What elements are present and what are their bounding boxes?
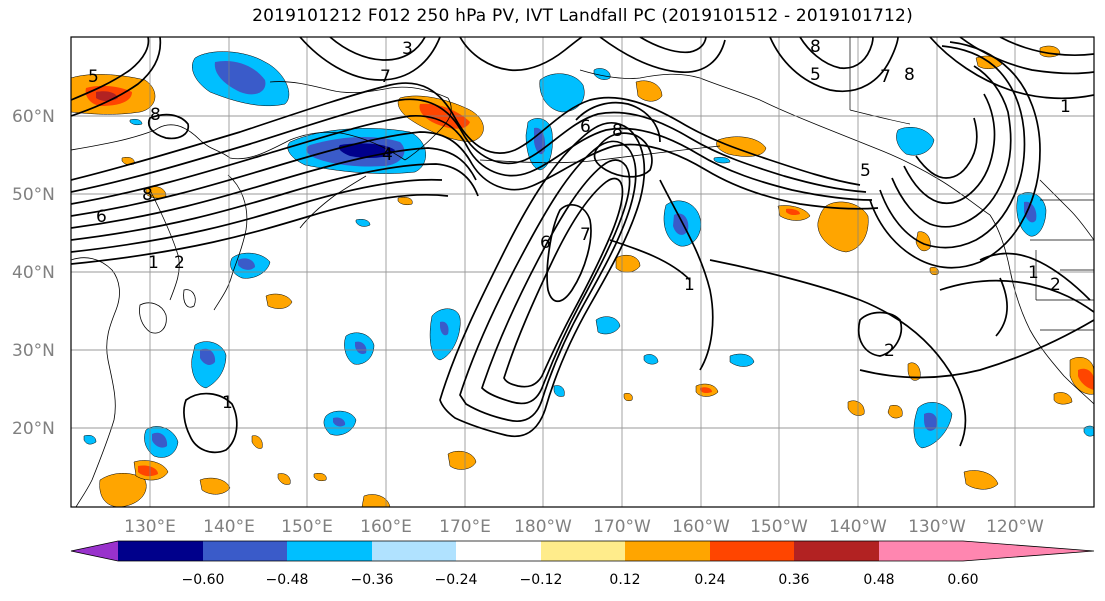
- contour-label: 8: [150, 105, 161, 125]
- colorbar-tick-label: −0.48: [266, 572, 309, 588]
- positive-anomaly-shading: [71, 45, 1094, 507]
- colorbar-segment: [203, 541, 287, 561]
- lat-label: 60°N: [12, 107, 55, 127]
- lon-label: 130°W: [908, 517, 966, 537]
- colorbar-tick-label: 0.48: [863, 572, 894, 588]
- lat-label: 50°N: [12, 185, 55, 205]
- coastlines: [71, 69, 1094, 507]
- lon-label: 150°E: [281, 517, 333, 537]
- lon-label: 160°W: [672, 517, 730, 537]
- colorbar-left-extension: [71, 541, 118, 561]
- colorbar-tick-label: 0.24: [694, 572, 725, 588]
- contour-label: 7: [580, 225, 591, 245]
- contour-label: 1: [148, 253, 159, 273]
- contour-label: 5: [88, 67, 99, 87]
- colorbar-tick-label: −0.60: [182, 572, 225, 588]
- contour-label: 8: [810, 37, 821, 57]
- contour-label: 6: [540, 233, 551, 253]
- pv-contours: [71, 37, 1094, 454]
- colorbar-tick-label: 0.36: [778, 572, 809, 588]
- colorbar-segment: [794, 541, 879, 561]
- colorbar: −0.60 −0.48 −0.36 −0.24 −0.12 0.12 0.24 …: [70, 540, 1095, 588]
- negative-anomaly-shading: [83, 51, 1094, 458]
- longitude-labels: 130°E 140°E 150°E 160°E 170°E 180°W 170°…: [124, 517, 1044, 537]
- lon-label: 170°W: [593, 517, 651, 537]
- colorbar-tick-label: 0.12: [609, 572, 640, 588]
- borders: [849, 37, 1094, 331]
- latitude-labels: 60°N 50°N 40°N 30°N 20°N: [12, 107, 55, 439]
- colorbar-segment: [879, 541, 963, 561]
- lat-label: 30°N: [12, 341, 55, 361]
- lon-label: 170°E: [439, 517, 491, 537]
- colorbar-tick-label: −0.12: [520, 572, 563, 588]
- contour-label: 2: [174, 253, 185, 273]
- contour-label: 4: [382, 145, 393, 165]
- colorbar-segment: [625, 541, 710, 561]
- contour-label: 8: [142, 185, 153, 205]
- colorbar-segment: [118, 541, 203, 561]
- lon-label: 140°W: [829, 517, 887, 537]
- colorbar-segment: [710, 541, 794, 561]
- contour-label: 5: [810, 65, 821, 85]
- lon-label: 140°E: [203, 517, 255, 537]
- map-frame: [70, 36, 1095, 508]
- contour-label: 5: [860, 161, 871, 181]
- lon-label: 150°W: [750, 517, 808, 537]
- lat-label: 20°N: [12, 419, 55, 439]
- colorbar-segment: [287, 541, 372, 561]
- contour-label: 8: [904, 65, 915, 85]
- colorbar-right-extension: [963, 541, 1094, 561]
- colorbar-tick-labels: −0.60 −0.48 −0.36 −0.24 −0.12 0.12 0.24 …: [182, 572, 979, 588]
- colorbar-segment: [541, 541, 625, 561]
- colorbar-tick-label: 0.60: [947, 572, 978, 588]
- contour-label: 6: [96, 207, 107, 227]
- colorbar-outline: [70, 540, 1095, 562]
- contour-labels: 5 3 7 8 6 8 6 8 6 7 1 1 2 1 1 2 8 5 7 8 …: [88, 37, 1071, 413]
- contour-label: 6: [580, 117, 591, 137]
- map-title: 2019101212 F012 250 hPa PV, IVT Landfall…: [252, 6, 913, 26]
- lon-label: 130°E: [124, 517, 176, 537]
- lat-label: 40°N: [12, 263, 55, 283]
- contour-label: 1: [1060, 97, 1071, 117]
- contour-label: 1: [1028, 263, 1039, 283]
- contour-label: 1: [684, 275, 695, 295]
- lon-label: 180°W: [514, 517, 572, 537]
- contour-label: 7: [380, 67, 391, 87]
- colorbar-tick-label: −0.24: [435, 572, 478, 588]
- contour-label: 2: [884, 341, 895, 361]
- colorbar-segment: [456, 541, 541, 561]
- colorbar-tick-label: −0.36: [351, 572, 394, 588]
- contour-label: 3: [402, 39, 413, 59]
- lon-label: 120°W: [986, 517, 1044, 537]
- colorbar-segment: [372, 541, 456, 561]
- contour-label: 1: [222, 393, 233, 413]
- contour-label: 8: [612, 121, 623, 141]
- contour-label: 2: [1050, 275, 1061, 295]
- lon-label: 160°E: [360, 517, 412, 537]
- contour-label: 7: [880, 67, 891, 87]
